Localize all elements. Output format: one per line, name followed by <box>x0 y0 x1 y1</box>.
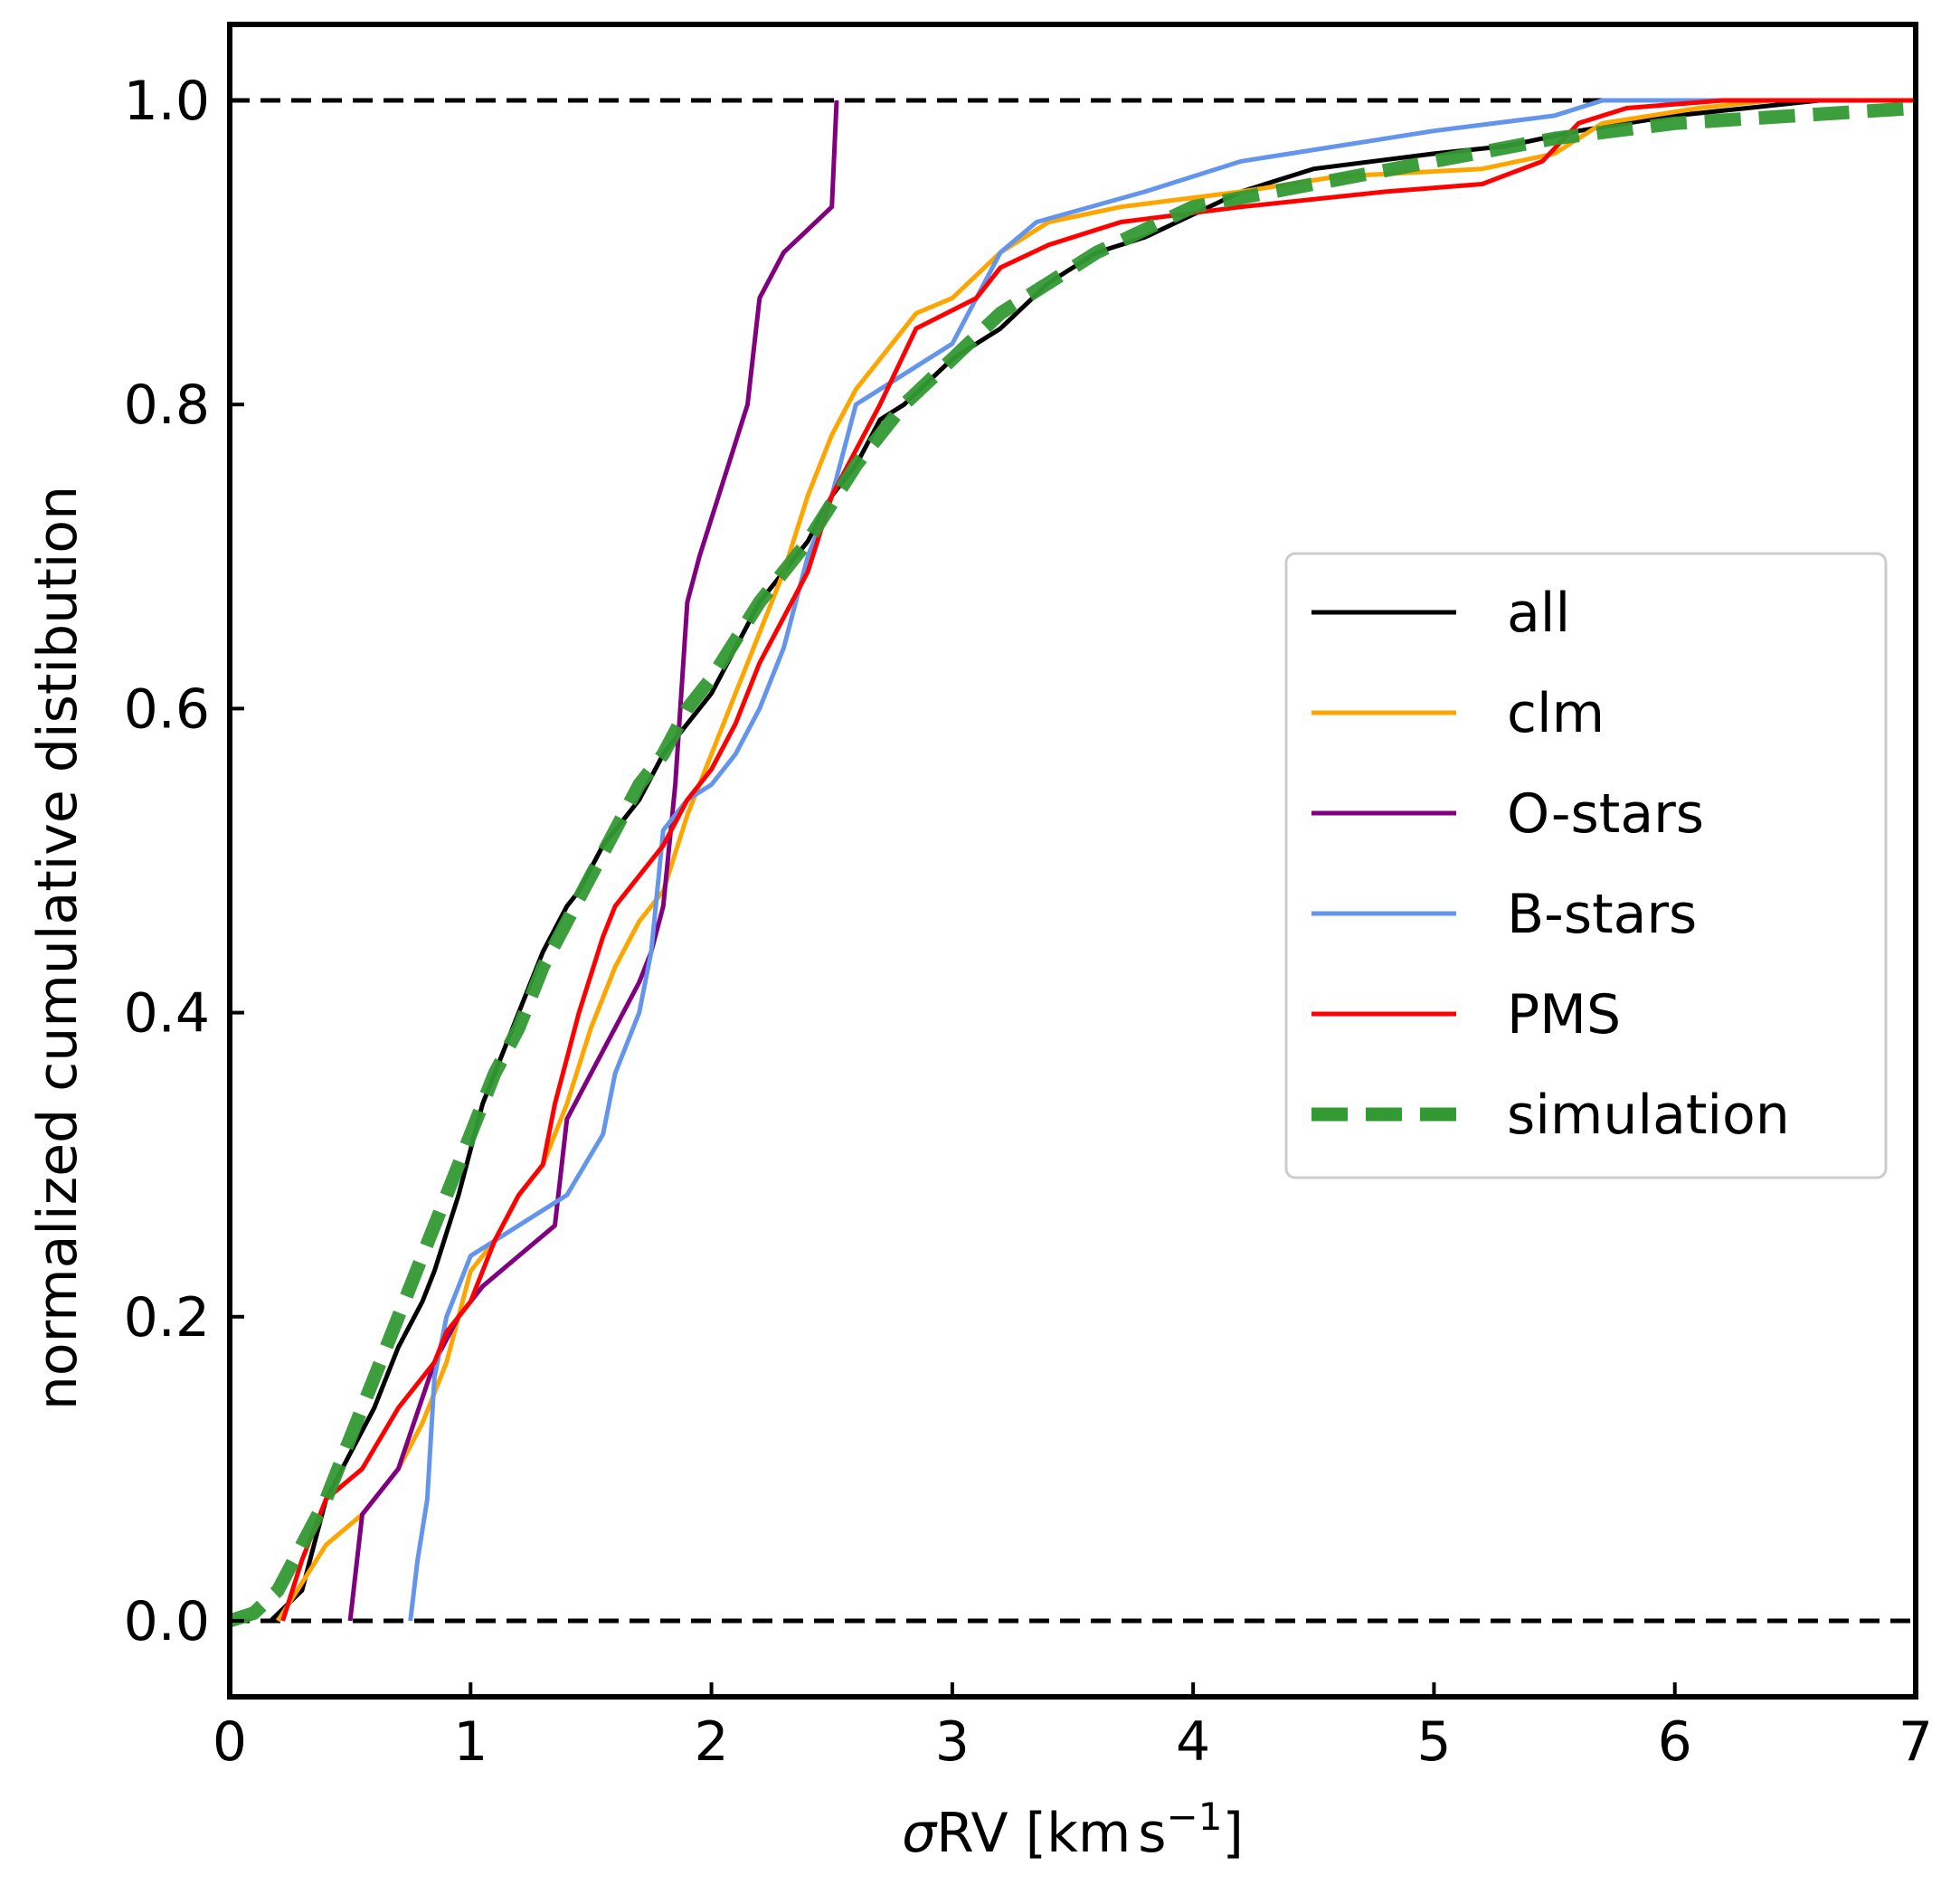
x-tick-label: 3 <box>935 1710 970 1774</box>
x-tick-label: 1 <box>453 1710 488 1774</box>
legend-label-clm: clm <box>1507 682 1605 745</box>
x-tick-label: 7 <box>1898 1710 1933 1774</box>
legend-label-o-stars: O-stars <box>1507 782 1704 846</box>
x-tick-label: 2 <box>694 1710 728 1774</box>
y-axis-label: normalized cumulative distibution <box>26 486 90 1410</box>
axes-frame <box>227 22 1918 1700</box>
legend-label-b-stars: B-stars <box>1507 883 1697 946</box>
x-tick-label: 6 <box>1658 1710 1692 1774</box>
y-tick-label: 0.2 <box>124 1286 210 1349</box>
series-line-o-stars <box>347 99 839 1622</box>
legend-label-pms: PMS <box>1507 983 1621 1046</box>
axis-ticks: 0 1 2 3 4 5 6 7 0.0 0.2 0.4 0.6 0.8 1.0 <box>124 70 1934 1774</box>
plot-area <box>227 98 1917 1628</box>
legend-frame <box>1284 552 1888 1179</box>
legend-items: all clm O-stars B-stars PMS simulation <box>1311 582 1790 1147</box>
x-tick-label: 0 <box>213 1710 247 1774</box>
x-tick-label: 5 <box>1416 1710 1451 1774</box>
y-tick-label: 1.0 <box>124 70 210 133</box>
x-axis-label-sigma: σ <box>902 1802 938 1865</box>
legend-label-simulation: simulation <box>1507 1084 1790 1147</box>
x-axis-label: σRV [km s−1] <box>902 1795 1244 1865</box>
x-axis-label-exponent: −1 <box>1167 1795 1223 1839</box>
y-tick-label: 0.4 <box>124 982 210 1046</box>
x-tick-label: 4 <box>1176 1710 1210 1774</box>
y-tick-label: 0.0 <box>124 1590 210 1653</box>
series-line-b-stars <box>408 98 1916 1622</box>
series-line-pms <box>280 98 1916 1622</box>
y-tick-label: 0.8 <box>124 374 210 437</box>
legend: all clm O-stars B-stars PMS simulation <box>1284 552 1888 1179</box>
series-line-simulation <box>227 101 1917 1628</box>
y-tick-label: 0.6 <box>124 677 210 741</box>
legend-label-all: all <box>1507 582 1570 645</box>
